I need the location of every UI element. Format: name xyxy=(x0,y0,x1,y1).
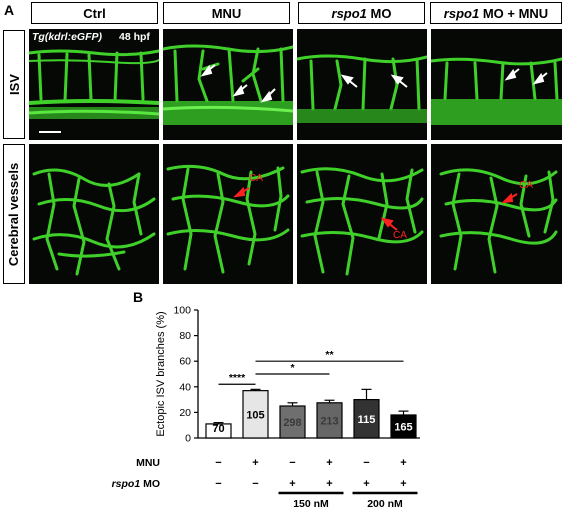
isv-vessel-drawing xyxy=(29,49,159,133)
condition-sign: + xyxy=(400,478,406,490)
stage-label: 48 hpf xyxy=(119,31,150,43)
bar-n-label: 70 xyxy=(212,423,224,435)
bar-n-label: 213 xyxy=(320,415,338,427)
micrograph-cerebral-mnu: CA xyxy=(163,144,293,284)
isv-vessel-drawing xyxy=(163,44,293,125)
micrograph-isv-mnu xyxy=(163,29,293,140)
column-header-italic: rspo1 xyxy=(443,5,480,21)
row-header-label: Cerebral vessels xyxy=(6,162,22,266)
cerebral-vessel-drawing xyxy=(166,164,290,274)
bar-n-label: 298 xyxy=(283,417,301,429)
bar xyxy=(279,405,306,439)
panel-a-letter: A xyxy=(4,2,15,18)
dose-group-label: 150 nM xyxy=(293,498,329,510)
bar-n-label: 165 xyxy=(394,421,412,433)
y-tick-label: 0 xyxy=(185,433,191,445)
micrograph-cerebral-rspo1-mo-mnu: CA xyxy=(431,144,562,284)
bar-n-label: 105 xyxy=(246,409,264,421)
y-tick-label: 20 xyxy=(179,407,191,419)
column-header-rspo1-mo-mnu: rspo1 MO + MNU xyxy=(430,2,562,24)
isv-vessel-drawing xyxy=(431,57,562,125)
ca-label: CA xyxy=(393,230,407,241)
column-header-label: MO + MNU xyxy=(479,5,549,21)
column-header-label: MO xyxy=(366,5,392,21)
condition-sign: − xyxy=(215,457,221,469)
column-header-ctrl: Ctrl xyxy=(31,2,158,24)
transgene-label: Tg(kdrl:eGFP) xyxy=(32,31,102,43)
y-tick-label: 80 xyxy=(179,330,191,342)
cerebral-vessel-drawing xyxy=(439,168,558,274)
condition-sign: + xyxy=(326,478,332,490)
bar-n-label: 115 xyxy=(358,414,376,426)
y-tick-label: 100 xyxy=(173,305,191,317)
micrograph-isv-rspo1-mo-mnu xyxy=(431,29,562,140)
significance-label: ** xyxy=(325,349,334,361)
micrograph-cerebral-ctrl xyxy=(29,144,159,284)
condition-sign: − xyxy=(363,457,369,469)
cerebral-vessel-drawing xyxy=(32,168,156,276)
panel-b-letter: B xyxy=(133,289,144,305)
micrograph-cerebral-rspo1-mo: CA xyxy=(297,144,427,284)
condition-sign: + xyxy=(252,457,258,469)
micrograph-isv-rspo1-mo xyxy=(297,29,427,140)
row-header-isv: ISV xyxy=(3,30,25,139)
y-axis-label: Ectopic ISV branches (%) xyxy=(155,311,167,436)
column-header-label: Ctrl xyxy=(83,5,106,21)
column-header-rspo1-mo: rspo1 MO xyxy=(298,2,425,24)
column-header-mnu: MNU xyxy=(163,2,290,24)
bar-chart: 0 20 40 60 80 100 Ectopic ISV branches (%) 70 10… xyxy=(112,305,420,510)
significance-label: * xyxy=(290,362,295,374)
condition-sign: + xyxy=(289,478,295,490)
bar xyxy=(353,398,380,439)
column-header-italic: rspo1 xyxy=(331,5,367,21)
condition-label: MNU xyxy=(136,457,160,469)
ca-label: CA xyxy=(519,180,533,191)
row-header-label: ISV xyxy=(6,74,22,95)
bar xyxy=(242,390,269,439)
cerebral-vessel-drawing xyxy=(300,167,424,276)
significance-label: **** xyxy=(229,372,246,384)
condition-sign: + xyxy=(363,478,369,490)
y-tick-label: 60 xyxy=(179,356,191,368)
ca-label: CA xyxy=(249,173,263,184)
condition-sign: − xyxy=(289,457,295,469)
dose-group-label: 200 nM xyxy=(367,498,403,510)
condition-sign: + xyxy=(326,457,332,469)
condition-sign: − xyxy=(252,478,258,490)
y-tick-label: 40 xyxy=(179,381,191,393)
condition-label: rspo1 MO xyxy=(112,478,160,490)
condition-sign: + xyxy=(400,457,406,469)
isv-vessel-drawing xyxy=(297,54,427,123)
column-header-label: MNU xyxy=(211,5,242,21)
row-header-cerebral-vessels: Cerebral vessels xyxy=(3,144,25,284)
micrograph-isv-ctrl: Tg(kdrl:eGFP) 48 hpf xyxy=(29,29,159,140)
condition-sign: − xyxy=(215,478,221,490)
